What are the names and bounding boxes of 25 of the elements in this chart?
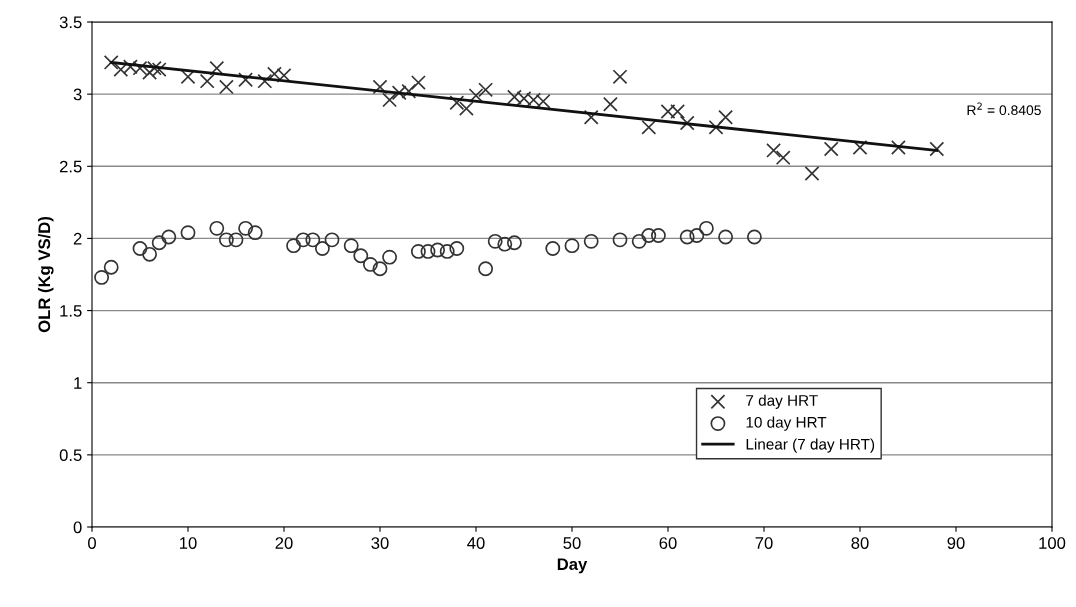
y-tick-label: 3 — [73, 88, 82, 101]
x-tick-label: 10 — [180, 537, 197, 549]
x-tick-label: 100 — [1039, 537, 1066, 549]
y-tick-label: 1 — [74, 377, 82, 389]
x-axis-title: Day — [557, 558, 588, 574]
y-tick-label: 0 — [73, 521, 82, 534]
y-tick-label: 0.5 — [59, 449, 82, 462]
x-tick-label: 70 — [755, 537, 773, 549]
x-tick-label: 50 — [563, 537, 581, 549]
y-axis-title: OLR (Kg VS/D) — [37, 217, 54, 333]
y-tick-label: 2 — [73, 232, 82, 245]
annotation: R$^{2}$ = 0.8405 — [967, 102, 1041, 116]
x-tick-label: 0 — [88, 537, 96, 549]
x-tick-label: 30 — [371, 537, 389, 549]
legend-label: 10 day HRT — [746, 416, 827, 431]
legend-label: Linear (7 day HRT) — [746, 438, 875, 453]
y-tick-label: 2.5 — [59, 160, 82, 173]
x-tick-label: 40 — [467, 537, 485, 549]
x-tick-label: 60 — [659, 537, 677, 549]
legend-label: 7 day HRT — [746, 394, 818, 409]
x-tick-label: 80 — [851, 537, 869, 549]
x-tick-label: 20 — [275, 537, 293, 549]
x-tick-label: 90 — [947, 537, 965, 549]
y-tick-label: 1.5 — [60, 305, 82, 317]
y-tick-label: 3.5 — [59, 16, 82, 29]
